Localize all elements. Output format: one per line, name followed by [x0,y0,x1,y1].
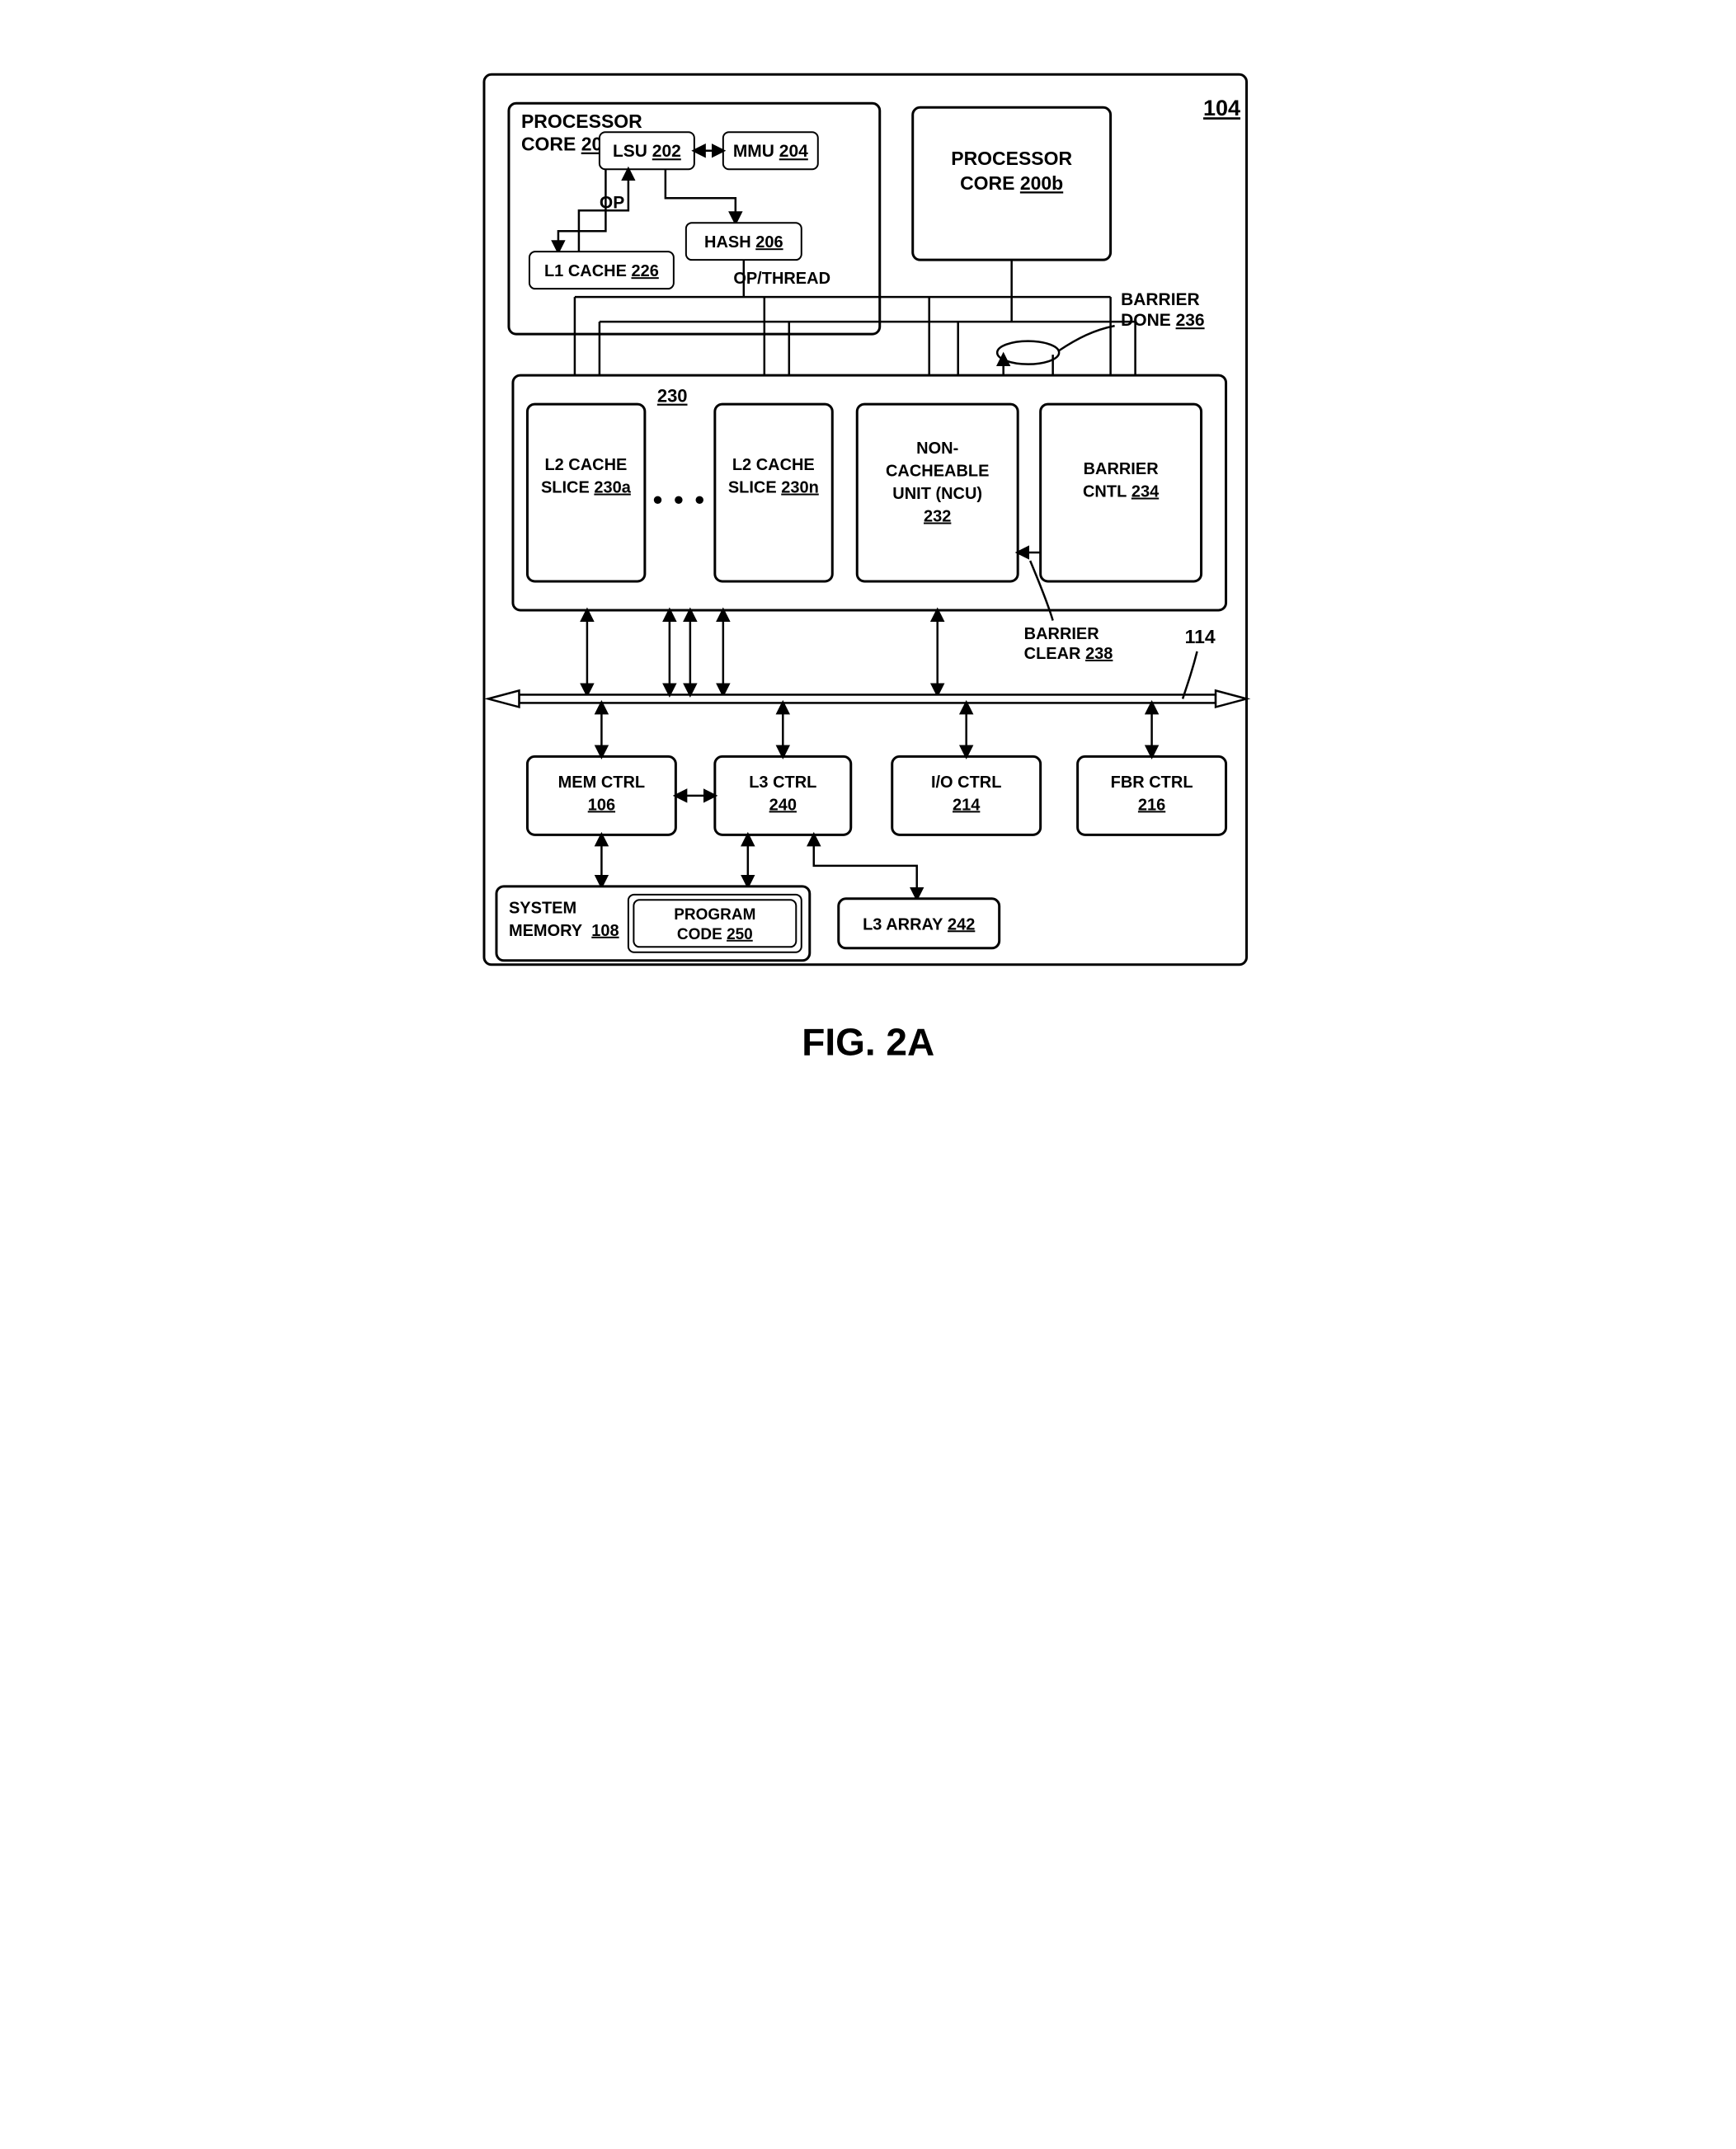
ncu-ref: 232 [924,508,951,526]
memctrl-label: MEM CTRL [557,774,644,792]
l3ctrl-ref: 240 [769,796,796,814]
ioctrl-label: I/O CTRL [930,774,1000,792]
l3ctrl-label: L3 CTRL [749,774,816,792]
l2a-l1: L2 CACHE [544,456,627,474]
l2-ref: 230 [656,386,687,407]
ellipsis: ● ● ● [652,489,707,510]
outer-ref: 104 [1203,96,1240,120]
bus-ref: 114 [1184,626,1215,647]
op-label: OP [599,194,623,213]
ioctrl-ref: 214 [953,796,980,814]
l2a-l2: SLICE 230a [540,479,631,497]
l2n-l1: L2 CACHE [732,456,814,474]
barrier-done-l1: BARRIER [1121,290,1200,309]
l3array-label: L3 ARRAY 242 [863,915,975,933]
figure-label: FIG. 2A [802,1021,934,1064]
diagram-root: 104 PROCESSOR CORE 200a LSU 202 MMU 204 … [435,33,1302,1107]
barrier-done-l2: DONE 236 [1121,311,1205,330]
sysmem-sub: MEMORY 108 [508,922,619,940]
l1-label: L1 CACHE 226 [543,262,658,280]
ncu-l2: CACHEABLE [885,463,988,481]
ncu-l3: UNIT (NCU) [892,485,982,503]
core-a-title: PROCESSOR [520,111,642,132]
core-b-sub: CORE 200b [960,172,1063,194]
barrier-clear-l2: CLEAR 238 [1023,645,1113,663]
mmu-label: MMU 204 [732,142,807,161]
progcode-l1: PROGRAM [674,906,755,924]
memctrl-ref: 106 [587,796,614,814]
l2n-l2: SLICE 230n [727,479,818,497]
hash-label: HASH 206 [704,233,783,252]
barrier-clear-l1: BARRIER [1023,625,1099,643]
bcntl-l2: CNTL 234 [1083,483,1159,501]
core-b-title: PROCESSOR [951,148,1072,169]
opthread-label: OP/THREAD [733,270,830,288]
sysmem-label: SYSTEM [508,899,576,917]
lsu-label: LSU 202 [612,142,680,161]
fbrctrl-label: FBR CTRL [1110,774,1193,792]
fbrctrl-ref: 216 [1137,796,1164,814]
bcntl-l1: BARRIER [1083,460,1159,478]
ncu-l1: NON- [916,440,958,458]
progcode-l2: CODE 250 [676,926,752,943]
